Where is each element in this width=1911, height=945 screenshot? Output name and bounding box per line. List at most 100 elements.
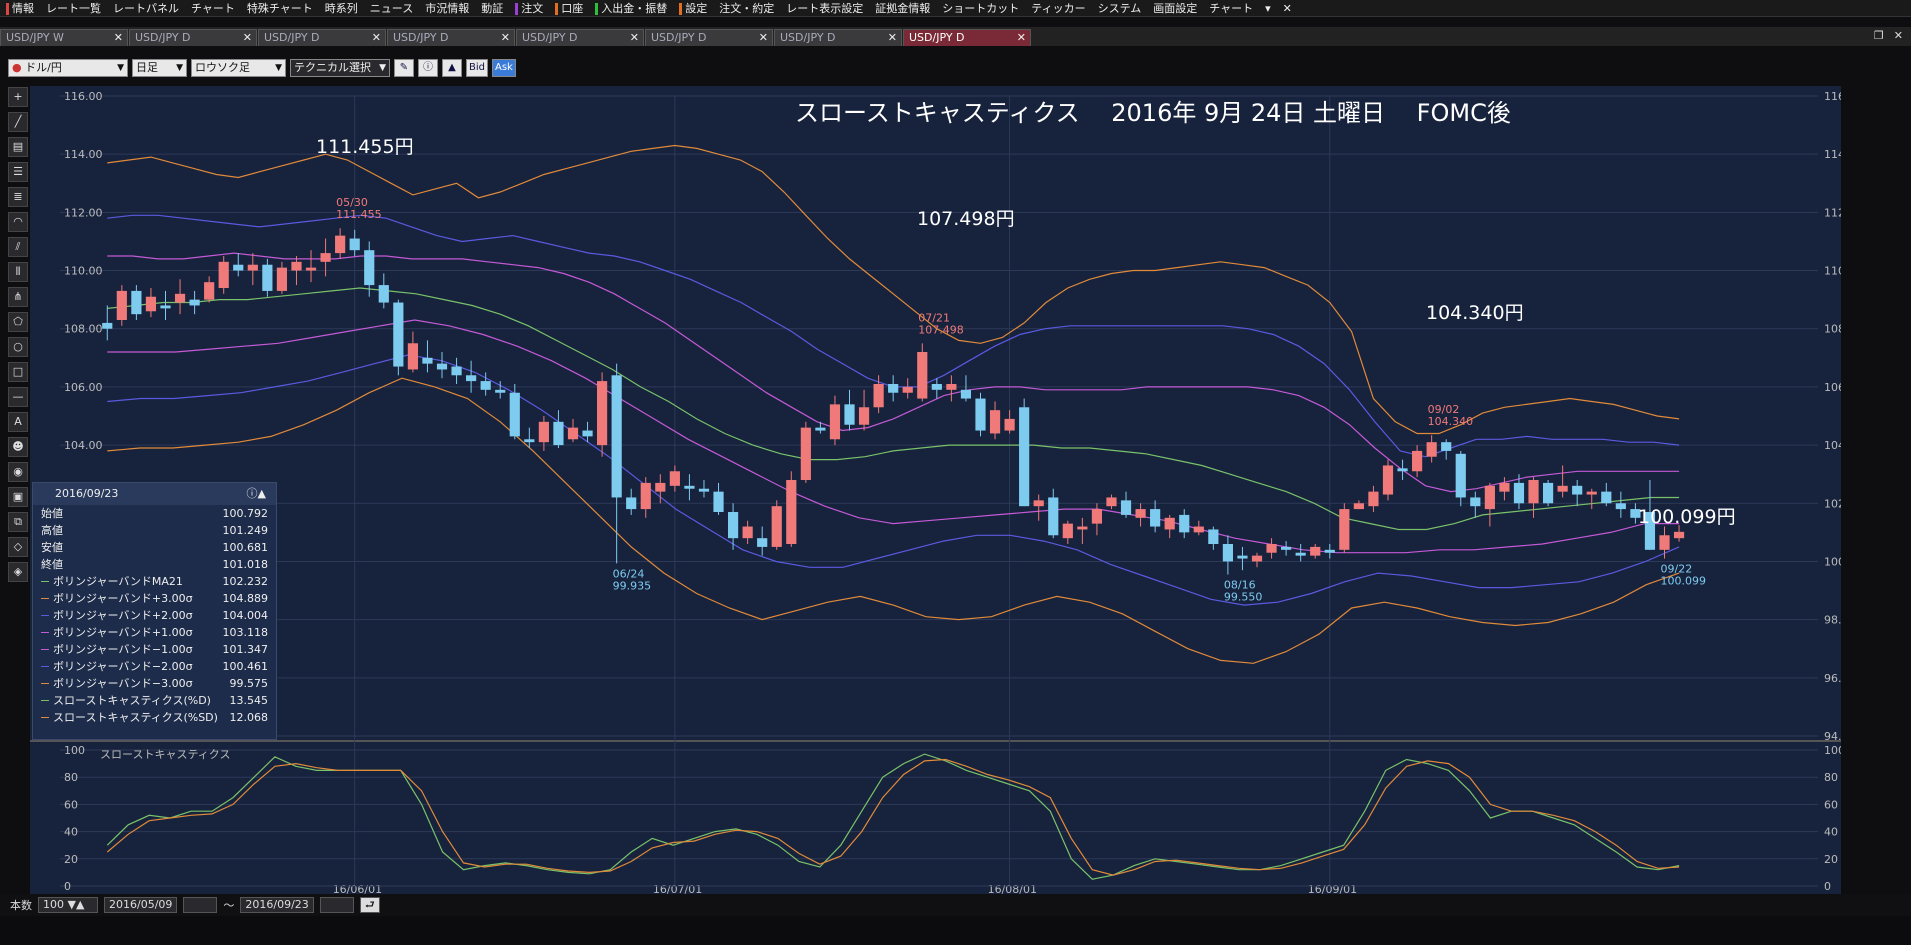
hlines2-icon[interactable]: ≣ bbox=[8, 187, 28, 207]
period-select[interactable]: 日足 ▼ bbox=[132, 59, 187, 77]
close-tab-icon[interactable]: ✕ bbox=[758, 31, 768, 44]
vlines-icon[interactable]: ⦀ bbox=[8, 262, 28, 282]
menu-item-12[interactable]: 設定 bbox=[673, 0, 713, 17]
candle-body bbox=[1222, 544, 1233, 562]
crosshair-icon[interactable]: + bbox=[8, 87, 28, 107]
close-tab-icon[interactable]: ✕ bbox=[629, 31, 639, 44]
eraser2-icon[interactable]: ◈ bbox=[8, 562, 28, 582]
candle-body bbox=[742, 526, 753, 539]
close-tab-icon[interactable]: ✕ bbox=[500, 31, 510, 44]
stoch-tick-right: 60 bbox=[1824, 798, 1838, 811]
chart-tab-1[interactable]: USD/JPY D ✕ bbox=[129, 29, 257, 46]
menu-item-label: 画面設定 bbox=[1153, 1, 1198, 15]
chart-tab-6[interactable]: USD/JPY D ✕ bbox=[774, 29, 902, 46]
data-window-label: ボリンジャーバンドMA21 bbox=[41, 573, 183, 590]
circle-icon[interactable]: ○ bbox=[8, 337, 28, 357]
menu-item-1[interactable]: レート一覧 bbox=[40, 0, 107, 17]
menu-item-6[interactable]: ニュース bbox=[364, 0, 419, 17]
data-window-label: 終値 bbox=[41, 556, 63, 573]
price-tick-left: 108.00 bbox=[64, 323, 103, 336]
menu-item-16[interactable]: ショートカット bbox=[936, 0, 1025, 17]
close-tab-icon[interactable]: ✕ bbox=[113, 31, 123, 44]
refresh-button[interactable]: ⮐ bbox=[359, 897, 380, 913]
menu-item-7[interactable]: 市況情報 bbox=[419, 0, 475, 17]
icon-icon[interactable]: ☻ bbox=[8, 437, 28, 457]
hlines-icon[interactable]: ☰ bbox=[8, 162, 28, 182]
series-color-swatch bbox=[41, 598, 49, 599]
menu-item-19[interactable]: 画面設定 bbox=[1147, 0, 1203, 17]
menu-item-22[interactable]: ✕ bbox=[1277, 0, 1298, 17]
menu-item-3[interactable]: チャート bbox=[185, 0, 241, 17]
menu-item-label: ▾ bbox=[1265, 1, 1271, 15]
fan-icon[interactable]: ◠ bbox=[8, 212, 28, 232]
from-time-input[interactable] bbox=[183, 897, 218, 913]
pentagon-icon[interactable]: ⬠ bbox=[8, 312, 28, 332]
restore-icon[interactable]: ❐ bbox=[1873, 29, 1884, 42]
text-icon[interactable]: A bbox=[8, 412, 28, 432]
chart-tab-2[interactable]: USD/JPY D ✕ bbox=[258, 29, 386, 46]
ask-button[interactable]: Ask bbox=[492, 59, 516, 77]
menu-item-0[interactable]: 情報 bbox=[0, 0, 40, 17]
rectangle-icon[interactable]: □ bbox=[8, 362, 28, 382]
data-window-value: 100.681 bbox=[222, 541, 269, 554]
chart-tab-4[interactable]: USD/JPY D ✕ bbox=[516, 29, 644, 46]
candle-body bbox=[1397, 468, 1408, 472]
menu-item-label: 市況情報 bbox=[425, 1, 470, 15]
menu-item-label: レートパネル bbox=[113, 1, 179, 15]
chart-area[interactable]: 116.00 116.00 114.00 114.00 112.00 112.00 110.… bbox=[30, 86, 1863, 896]
close-tab-icon[interactable]: ✕ bbox=[887, 31, 897, 44]
menu-item-4[interactable]: 特殊チャート bbox=[241, 0, 319, 17]
callout-date: 09/02 bbox=[1428, 403, 1460, 416]
pitchfork-icon[interactable]: ⋔ bbox=[8, 287, 28, 307]
menu-item-18[interactable]: システム bbox=[1092, 0, 1148, 17]
series-color-swatch bbox=[41, 666, 49, 667]
currency-pair-select[interactable]: ● ドル/円 ▼ bbox=[8, 59, 128, 77]
ruler-icon[interactable]: ▤ bbox=[8, 137, 28, 157]
candle-body bbox=[800, 427, 811, 480]
close-window-icon[interactable]: ✕ bbox=[1893, 29, 1903, 42]
from-date-input[interactable]: 2016/05/09 bbox=[104, 897, 178, 913]
data-window-value: 101.249 bbox=[222, 524, 269, 537]
menu-item-11[interactable]: 入出金・振替 bbox=[589, 0, 673, 17]
info-collapse-icon[interactable]: ⓘ▲ bbox=[246, 487, 266, 500]
hline-icon[interactable]: — bbox=[8, 387, 28, 407]
technical-select[interactable]: テクニカル選択 ▼ bbox=[290, 59, 390, 77]
close-tab-icon[interactable]: ✕ bbox=[242, 31, 252, 44]
to-time-input[interactable] bbox=[319, 897, 354, 913]
layers-icon[interactable]: ▣ bbox=[8, 487, 28, 507]
menu-item-5[interactable]: 時系列 bbox=[319, 0, 364, 17]
channel-icon[interactable]: ⫽ bbox=[8, 237, 28, 257]
menu-item-9[interactable]: 注文 bbox=[509, 0, 549, 17]
menu-item-20[interactable]: チャート bbox=[1203, 0, 1259, 17]
close-tab-icon[interactable]: ✕ bbox=[1016, 31, 1026, 44]
line-icon[interactable]: ╱ bbox=[8, 112, 28, 132]
menu-item-13[interactable]: 注文・約定 bbox=[713, 0, 780, 17]
count-input[interactable]: 100 ▼▲ bbox=[38, 897, 98, 913]
info-button[interactable]: ⓘ bbox=[418, 59, 438, 77]
draw-pen-button[interactable]: ✎ bbox=[394, 59, 414, 77]
chart-tab-0[interactable]: USD/JPY W ✕ bbox=[0, 29, 128, 46]
candle-body bbox=[902, 386, 913, 393]
menu-item-15[interactable]: 証拠金情報 bbox=[869, 0, 936, 17]
stochastic-pane bbox=[30, 741, 1841, 894]
chart-tab-5[interactable]: USD/JPY D ✕ bbox=[645, 29, 773, 46]
copy-icon[interactable]: ⧉ bbox=[8, 512, 28, 532]
eraser-icon[interactable]: ◇ bbox=[8, 537, 28, 557]
menu-item-8[interactable]: 動証 bbox=[475, 0, 509, 17]
chart-type-select[interactable]: ロウソク足 ▼ bbox=[191, 59, 286, 77]
menu-item-17[interactable]: ティッカー bbox=[1025, 0, 1091, 17]
candle-body bbox=[1484, 485, 1495, 510]
chart-tab-3[interactable]: USD/JPY D ✕ bbox=[387, 29, 515, 46]
menu-item-2[interactable]: レートパネル bbox=[107, 0, 185, 17]
bid-button[interactable]: Bid bbox=[466, 59, 488, 77]
palette-icon[interactable]: ◉ bbox=[8, 462, 28, 482]
data-window-value: 103.118 bbox=[222, 626, 269, 639]
menu-item-21[interactable]: ▾ bbox=[1259, 0, 1277, 17]
to-date-input[interactable]: 2016/09/23 bbox=[240, 897, 314, 913]
chart-tab-7[interactable]: USD/JPY D ✕ bbox=[903, 29, 1031, 46]
menu-item-10[interactable]: 口座 bbox=[549, 0, 589, 17]
menu-item-14[interactable]: レート表示設定 bbox=[780, 0, 869, 17]
tab-label: USD/JPY W bbox=[6, 31, 64, 44]
close-tab-icon[interactable]: ✕ bbox=[371, 31, 381, 44]
chart-style-button[interactable]: ▲ bbox=[442, 59, 462, 77]
